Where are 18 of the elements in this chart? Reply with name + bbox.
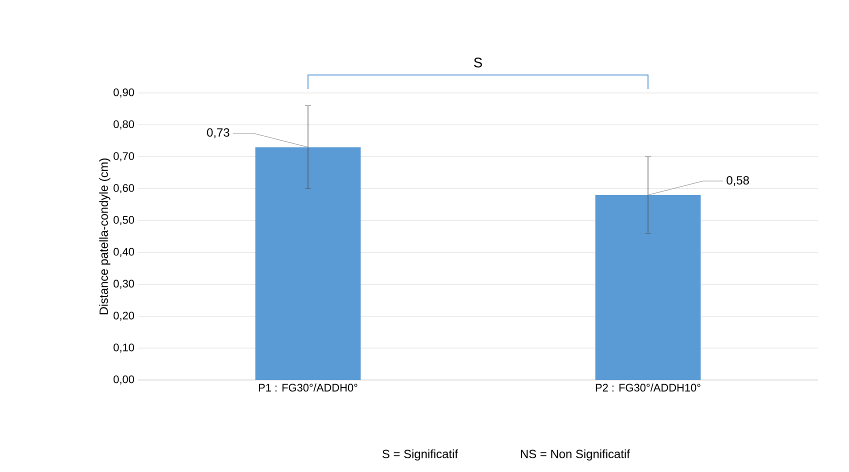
y-tick-label: 0,70 — [114, 152, 134, 162]
y-tick-label: 0,10 — [114, 344, 134, 353]
y-axis-title: Distance patella-condyle (cm) — [99, 158, 110, 314]
y-tick-label: 0,40 — [114, 248, 134, 257]
x-tick-label: P1 : FG30°/ADDH0° — [258, 384, 358, 392]
x-tick-label: P2 : FG30°/ADDH10° — [596, 384, 700, 392]
data-label: 0,58 — [726, 176, 749, 186]
data-label: 0,73 — [207, 128, 230, 138]
y-tick-label: 0,50 — [114, 216, 134, 226]
y-tick-label: 0,80 — [114, 120, 134, 130]
text: S = Significatif — [382, 449, 458, 461]
text: S — [474, 58, 482, 68]
y-tick-label: 0,00 — [114, 375, 134, 385]
y-tick-label: 0,60 — [114, 184, 134, 194]
y-tick-label: 0,90 — [114, 88, 134, 98]
y-tick-label: 0,20 — [114, 312, 134, 321]
text: NS = Non Significatif — [521, 449, 630, 461]
y-tick-label: 0,30 — [114, 280, 134, 289]
